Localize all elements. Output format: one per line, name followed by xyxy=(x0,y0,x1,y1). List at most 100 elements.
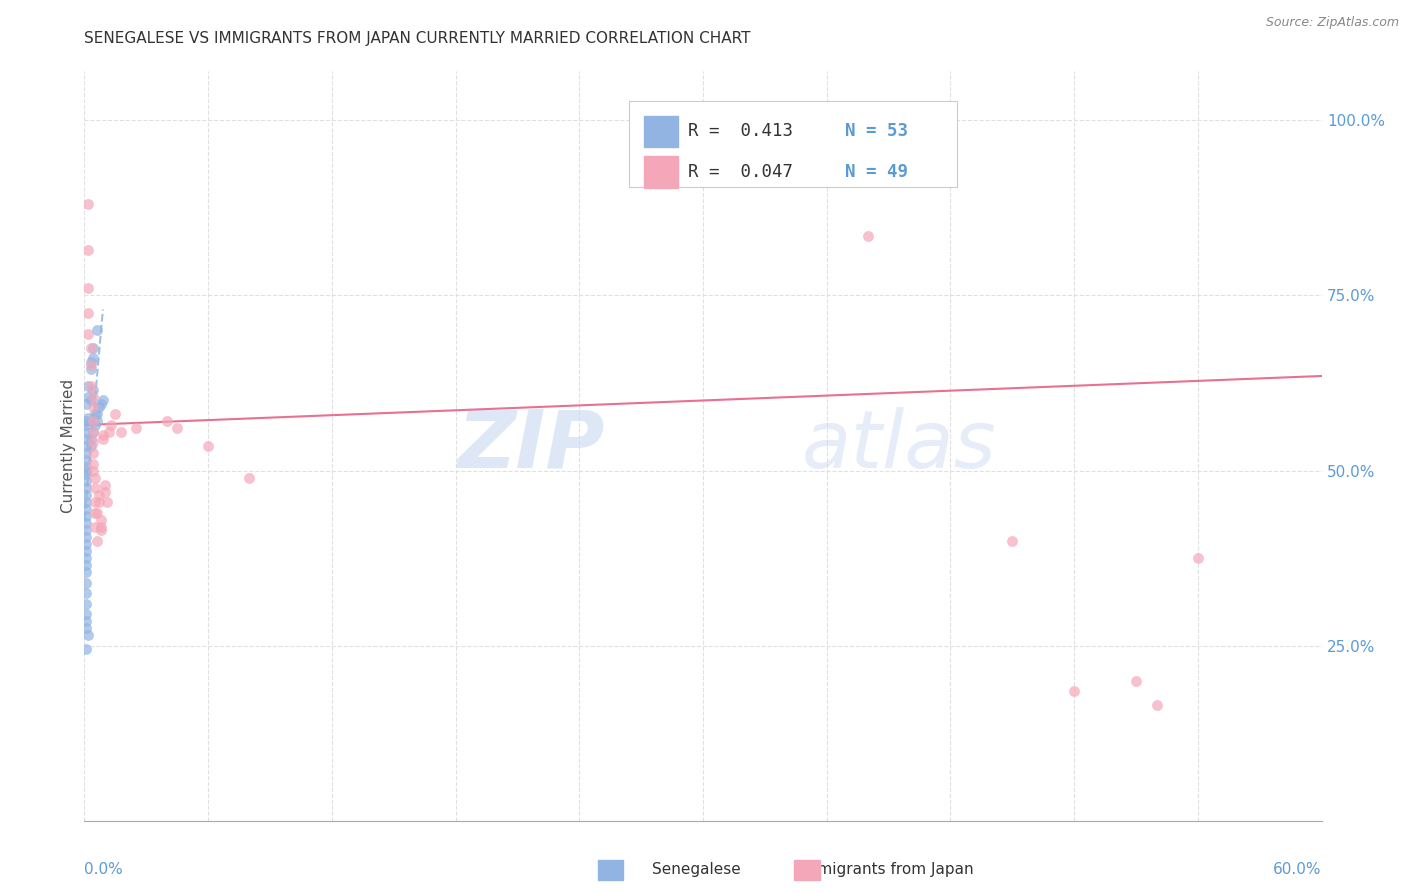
Point xyxy=(90,519,112,533)
Point xyxy=(79,355,101,369)
Point xyxy=(91,428,114,442)
Point xyxy=(77,379,100,393)
Point xyxy=(75,460,97,475)
Point xyxy=(75,432,97,446)
Point xyxy=(86,323,108,337)
Point xyxy=(82,425,104,439)
Text: N = 49: N = 49 xyxy=(845,163,908,181)
Point xyxy=(83,481,105,495)
Point xyxy=(83,506,105,520)
Point xyxy=(79,359,101,373)
Point xyxy=(77,197,100,211)
Point xyxy=(86,506,108,520)
Text: Immigrants from Japan: Immigrants from Japan xyxy=(799,863,973,877)
Point xyxy=(82,457,104,471)
Point xyxy=(197,439,219,453)
Point xyxy=(1063,684,1085,698)
Point xyxy=(82,351,104,366)
Point xyxy=(82,463,104,477)
Bar xyxy=(644,116,678,147)
Point xyxy=(75,425,97,439)
Point xyxy=(79,432,101,446)
Text: N = 53: N = 53 xyxy=(845,122,908,140)
Point xyxy=(75,474,97,488)
Point xyxy=(75,439,97,453)
Point xyxy=(91,432,114,446)
Text: R =  0.413: R = 0.413 xyxy=(688,122,793,140)
Point xyxy=(86,415,108,429)
Point xyxy=(79,393,101,408)
Point xyxy=(96,495,118,509)
Point xyxy=(83,495,105,509)
Point xyxy=(1125,673,1147,688)
Text: atlas: atlas xyxy=(801,407,997,485)
Point xyxy=(82,341,104,355)
Point xyxy=(156,415,179,429)
Bar xyxy=(644,156,678,187)
Point xyxy=(87,495,110,509)
Point xyxy=(75,551,97,566)
Point xyxy=(75,523,97,537)
Point xyxy=(100,417,122,432)
Point xyxy=(82,425,104,439)
Text: Source: ZipAtlas.com: Source: ZipAtlas.com xyxy=(1265,16,1399,29)
Point xyxy=(110,425,132,439)
Point xyxy=(75,467,97,481)
Point xyxy=(77,628,100,642)
Point xyxy=(90,523,112,537)
Point xyxy=(90,397,112,411)
Point xyxy=(75,502,97,516)
Point xyxy=(75,607,97,621)
Text: 0.0%: 0.0% xyxy=(84,862,124,877)
Point xyxy=(79,379,101,393)
Point xyxy=(91,393,114,408)
Point xyxy=(125,421,148,435)
Point xyxy=(75,509,97,524)
Point xyxy=(87,488,110,502)
Point xyxy=(98,425,121,439)
Point xyxy=(1001,533,1024,548)
Point xyxy=(75,621,97,635)
Point xyxy=(75,642,97,657)
Point xyxy=(90,512,112,526)
Point xyxy=(238,470,260,484)
Point xyxy=(79,439,101,453)
Point xyxy=(75,453,97,467)
Point xyxy=(75,530,97,544)
Point xyxy=(75,586,97,600)
Point xyxy=(75,544,97,558)
Point xyxy=(82,415,104,429)
Point xyxy=(86,408,108,422)
Point xyxy=(75,495,97,509)
Point xyxy=(83,470,105,484)
Point xyxy=(79,362,101,376)
Point xyxy=(75,446,97,460)
Text: Senegalese: Senegalese xyxy=(651,863,741,877)
Text: SENEGALESE VS IMMIGRANTS FROM JAPAN CURRENTLY MARRIED CORRELATION CHART: SENEGALESE VS IMMIGRANTS FROM JAPAN CURR… xyxy=(84,31,751,46)
Point xyxy=(104,408,127,422)
Text: ZIP: ZIP xyxy=(457,407,605,485)
Point xyxy=(75,463,97,477)
Point xyxy=(82,435,104,450)
Point xyxy=(1187,551,1209,566)
Point xyxy=(75,481,97,495)
Point xyxy=(75,565,97,579)
Point xyxy=(1146,698,1168,712)
Point xyxy=(77,411,100,425)
Text: R =  0.047: R = 0.047 xyxy=(688,163,793,181)
Point xyxy=(83,408,105,422)
Point xyxy=(79,341,101,355)
Point xyxy=(77,326,100,341)
Point xyxy=(77,390,100,404)
Point xyxy=(82,446,104,460)
Point xyxy=(77,243,100,257)
Point xyxy=(87,401,110,415)
Point xyxy=(692,128,714,142)
Y-axis label: Currently Married: Currently Married xyxy=(60,379,76,513)
Point xyxy=(75,417,97,432)
Point xyxy=(83,519,105,533)
Point xyxy=(75,597,97,611)
FancyBboxPatch shape xyxy=(628,102,956,187)
Point xyxy=(166,421,188,435)
Point xyxy=(75,614,97,628)
